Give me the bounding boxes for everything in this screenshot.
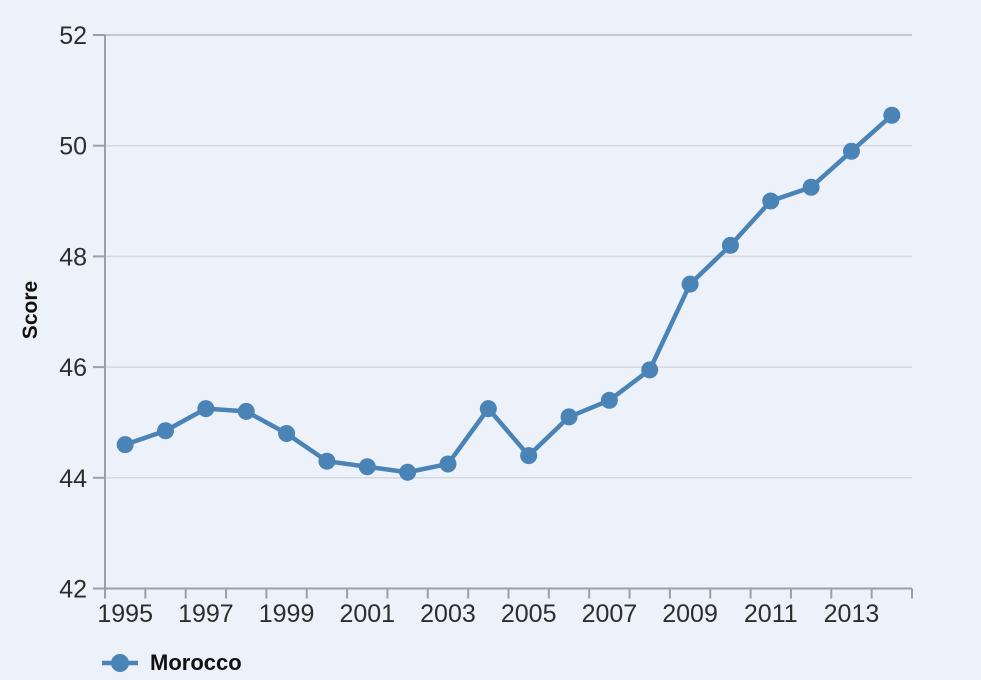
x-tick-label-2001: 2001 <box>339 600 395 628</box>
x-tick-label-1997: 1997 <box>178 600 234 628</box>
x-tick-label-2007: 2007 <box>582 600 638 628</box>
y-tick-label-52: 52 <box>59 22 87 50</box>
data-point-2005[interactable] <box>520 447 538 465</box>
data-point-2008[interactable] <box>641 361 659 379</box>
data-point-2000[interactable] <box>318 452 336 470</box>
data-point-2010[interactable] <box>721 236 739 254</box>
data-point-2001[interactable] <box>358 458 376 476</box>
data-point-2013[interactable] <box>842 142 860 160</box>
x-tick-label-2003: 2003 <box>420 600 476 628</box>
x-tick-label-1999: 1999 <box>259 600 315 628</box>
data-point-2014[interactable] <box>883 106 901 124</box>
x-tick-label-2009: 2009 <box>662 600 718 628</box>
data-point-2002[interactable] <box>399 463 417 481</box>
y-tick-label-46: 46 <box>59 354 87 382</box>
y-axis-title: Score <box>19 280 42 340</box>
data-point-2012[interactable] <box>802 178 820 196</box>
x-tick-label-2011: 2011 <box>744 600 798 628</box>
data-point-1999[interactable] <box>278 425 296 443</box>
data-point-2004[interactable] <box>479 400 497 418</box>
data-point-1996[interactable] <box>157 422 175 440</box>
data-point-2011[interactable] <box>762 192 780 210</box>
data-point-1997[interactable] <box>197 400 215 418</box>
data-point-2007[interactable] <box>600 391 618 409</box>
y-tick-label-44: 44 <box>59 465 87 493</box>
legend[interactable]: Morocco <box>100 650 242 676</box>
data-point-1998[interactable] <box>237 402 255 420</box>
y-tick-label-48: 48 <box>59 243 87 271</box>
series-line-morocco[interactable] <box>122 113 895 475</box>
x-tick-label-2005: 2005 <box>501 600 557 628</box>
data-point-2006[interactable] <box>560 408 578 426</box>
x-tick-label-2013: 2013 <box>824 600 880 628</box>
legend-line-marker-icon <box>102 654 138 672</box>
y-tick-label-42: 42 <box>59 576 87 604</box>
data-point-1995[interactable] <box>116 436 134 454</box>
legend-dot <box>111 654 129 672</box>
data-point-2009[interactable] <box>681 275 699 293</box>
legend-series-label: Morocco <box>150 650 242 675</box>
x-tick-label-1995: 1995 <box>97 600 153 628</box>
y-tick-label-50: 50 <box>59 133 87 161</box>
data-point-2003[interactable] <box>439 455 457 473</box>
